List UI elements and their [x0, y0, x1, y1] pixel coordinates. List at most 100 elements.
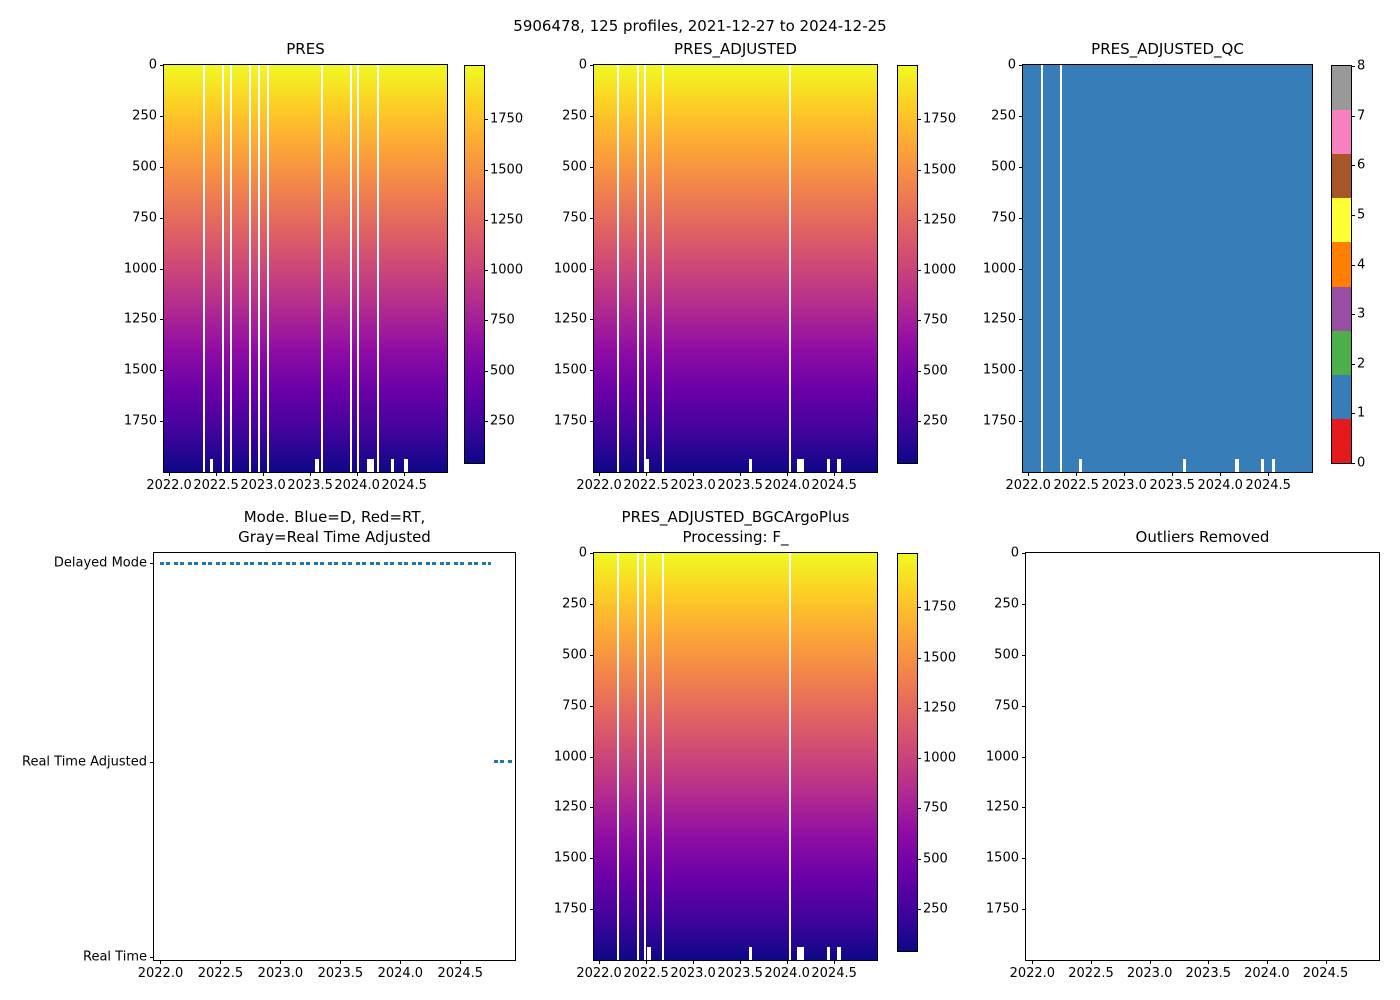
y-tick-mark [590, 603, 594, 605]
colorbar-tick-mark [917, 320, 921, 322]
x-tick-mark [160, 960, 162, 964]
panel-outliers-title: Outliers Removed [1135, 527, 1270, 546]
colorbar-tick-mark [1351, 214, 1355, 216]
y-tick-label: 750 [562, 210, 587, 226]
missing-profile-gap [644, 553, 647, 960]
y-tick-mark [160, 319, 164, 321]
y-tick-label: 1000 [553, 261, 587, 276]
colorbar-tick-mark [917, 858, 921, 860]
x-tick-label: 2022.5 [1053, 478, 1099, 493]
panel-pres-adjusted-qc: PRES_ADJUSTED_QC 2022.0 2022.5 2023.0 2023.… [983, 40, 1313, 493]
y-tick-mark [160, 115, 164, 117]
mode-marker-run [159, 561, 492, 565]
x-tick-label: 2024.0 [334, 478, 380, 493]
x-tick-label: 2024.5 [811, 478, 857, 493]
x-tick-label: 2024.0 [764, 966, 810, 981]
missing-profile-gap [662, 553, 665, 960]
colorbar-tick-mark [1351, 165, 1355, 167]
y-tick-mark [1022, 756, 1026, 758]
x-tick-label: 2022.5 [193, 478, 239, 493]
qc-color-segment [1332, 242, 1351, 287]
x-tick-mark [646, 472, 648, 476]
y-tick-label: 750 [132, 210, 157, 226]
colorbar-tick-mark [917, 169, 921, 171]
x-tick-mark [1208, 960, 1210, 964]
figure-title: 5906478, 125 profiles, 2021-12-27 to 202… [513, 17, 887, 35]
x-tick-label: 2024.5 [437, 966, 484, 981]
colorbar-tick-mark [917, 808, 921, 810]
y-tick-mark [1019, 268, 1023, 270]
x-tick-label: 2023.5 [717, 966, 763, 981]
panel-pres-title: PRES [286, 39, 325, 58]
y-tick-label: 1000 [553, 749, 587, 764]
y-tick-mark [160, 217, 164, 219]
colorbar-tick-label: 500 [490, 363, 515, 379]
panel-outliers: Outliers Removed 2022.0 2022.5 2023.0 2023.… [986, 528, 1380, 981]
colorbar-tick-label: 1000 [490, 262, 524, 278]
partial-profile-notch [1183, 459, 1187, 472]
partial-profile-notch [836, 459, 841, 472]
missing-profile-gap [662, 65, 665, 472]
x-tick-mark [1266, 960, 1268, 964]
x-tick-mark [834, 472, 836, 476]
x-tick-mark [834, 960, 836, 964]
x-tick-label: 2023.5 [717, 478, 763, 493]
x-tick-mark [599, 960, 601, 964]
colorbar-tick-label: 1500 [923, 162, 957, 178]
x-tick-mark [693, 472, 695, 476]
colorbar-tick-mark [1351, 264, 1355, 266]
x-tick-mark [1032, 960, 1034, 964]
y-tick-mark [1019, 370, 1023, 372]
y-tick-label: 500 [562, 647, 587, 663]
missing-profile-gap [321, 65, 324, 472]
colorbar-tick-label: 250 [490, 413, 515, 429]
missing-profile-gap [1059, 65, 1062, 472]
x-tick-mark [357, 472, 359, 476]
partial-profile-notch [391, 459, 395, 472]
qc-color-segment [1332, 154, 1351, 199]
y-tick-label: 500 [132, 159, 157, 175]
colorbar-tick-label: 1500 [490, 162, 524, 178]
colorbar-tick-mark [484, 169, 488, 171]
colorbar-tick-label: 500 [923, 851, 948, 867]
colorbar-tick-mark [917, 119, 921, 121]
y-tick-mark [160, 370, 164, 372]
panel-mode-title-line2: Gray=Real Time Adjusted [238, 527, 431, 546]
y-tick-mark [590, 268, 594, 270]
y-tick-mark [590, 65, 594, 66]
x-tick-mark [740, 472, 742, 476]
colorbar-tick-mark [1351, 363, 1355, 365]
y-tick-label: 500 [991, 159, 1016, 175]
mode-marker-run [493, 760, 514, 764]
colorbar-tick-mark [484, 370, 488, 372]
y-tick-mark [160, 166, 164, 168]
y-tick-label: 1250 [553, 799, 587, 815]
y-tick-mark [1022, 807, 1026, 809]
qc-color-segment [1332, 418, 1351, 463]
colorbar-tick-label: 8 [1357, 58, 1366, 74]
colorbar-tick-label: 750 [490, 312, 515, 328]
colorbar-tick-mark [917, 270, 921, 272]
x-tick-label: 2024.0 [377, 966, 424, 981]
bgc-heatmap [594, 553, 877, 960]
qc-color-segment [1332, 110, 1351, 155]
missing-profile-gap [636, 65, 639, 472]
colorbar-tick-label: 1750 [923, 599, 957, 615]
x-tick-label: 2023.0 [670, 478, 716, 493]
y-tick-label: 1250 [123, 311, 157, 327]
y-tick-mark [1022, 603, 1026, 605]
x-tick-mark [220, 960, 222, 964]
colorbar-tick-label: 1250 [923, 700, 957, 716]
x-tick-mark [1268, 472, 1270, 476]
colorbar-tick-mark [917, 707, 921, 709]
colorbar-tick-mark [917, 607, 921, 609]
x-tick-label: 2022.0 [137, 966, 184, 981]
y-tick-mark [160, 421, 164, 423]
y-tick-label: 750 [991, 210, 1016, 226]
colorbar-tick-label: 1250 [490, 212, 524, 228]
y-tick-label: 1500 [123, 362, 157, 378]
y-tick-mark [590, 217, 594, 219]
partial-profile-notch [404, 459, 408, 472]
partial-profile-notch [1271, 459, 1275, 472]
x-tick-label: 2024.5 [811, 966, 857, 981]
